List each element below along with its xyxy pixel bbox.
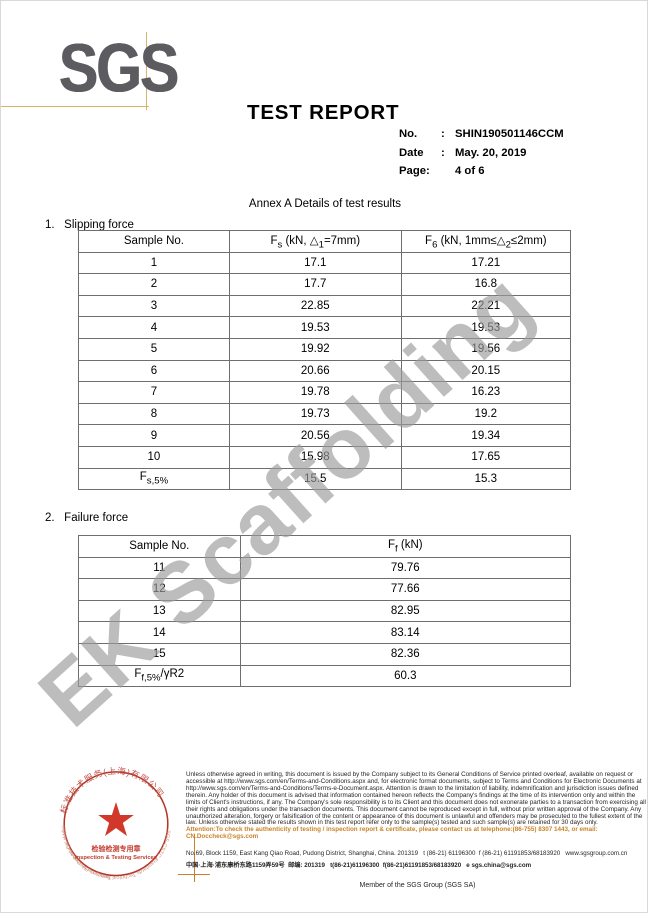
- svg-text:SGS-CSTC Standards Technical S: SGS-CSTC Standards Technical Services (S…: [61, 828, 171, 880]
- svg-text:标准技术服务(上海)有限公司: 标准技术服务(上海)有限公司: [57, 765, 166, 815]
- svg-text:Inspection & Testing Services: Inspection & Testing Services: [75, 855, 157, 861]
- svg-text:检验检测专用章: 检验检测专用章: [92, 844, 141, 853]
